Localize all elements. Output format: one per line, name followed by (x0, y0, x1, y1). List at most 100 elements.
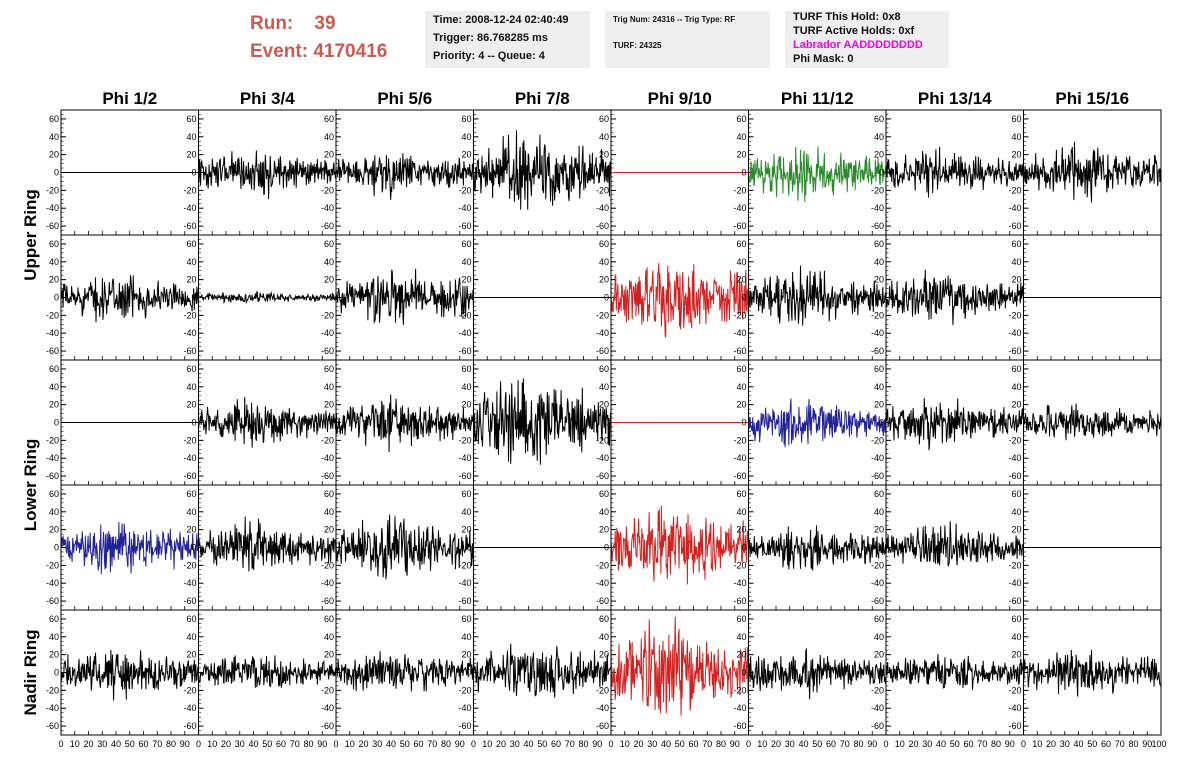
y-tick-label: -40 (458, 453, 471, 463)
y-tick-label: -40 (871, 578, 884, 588)
y-tick-label: -40 (183, 328, 196, 338)
y-tick-label: -20 (871, 310, 884, 320)
y-tick-label: 20 (461, 400, 471, 410)
y-tick-label: 0 (604, 668, 609, 678)
x-tick-label: 80 (716, 739, 726, 749)
y-tick-label: -40 (46, 703, 59, 713)
waveform-trace (748, 265, 887, 326)
y-tick-label: 60 (736, 489, 746, 499)
y-tick-label: 40 (461, 257, 471, 267)
x-tick-label: 0 (746, 739, 751, 749)
y-tick-label: -60 (733, 596, 746, 606)
trigger-text: Trigger: 86.768285 ms (433, 32, 548, 44)
x-tick-label: 0 (196, 739, 201, 749)
y-tick-label: 60 (324, 614, 334, 624)
x-tick-label: 20 (496, 739, 506, 749)
y-tick-label: -20 (458, 310, 471, 320)
y-tick-label: 20 (324, 275, 334, 285)
y-tick-label: 20 (49, 275, 59, 285)
y-tick-label: 20 (736, 650, 746, 660)
y-tick-label: -60 (1008, 721, 1021, 731)
y-tick-label: 0 (1016, 418, 1021, 428)
x-tick-label: 90 (730, 739, 740, 749)
y-tick-label: 0 (604, 418, 609, 428)
y-tick-label: 60 (186, 364, 196, 374)
column-header-8: Phi 15/16 (1055, 89, 1129, 108)
y-tick-label: -60 (733, 346, 746, 356)
y-tick-label: -60 (733, 721, 746, 731)
y-tick-label: 60 (599, 489, 609, 499)
y-tick-label: -20 (321, 310, 334, 320)
y-tick-label: -20 (596, 185, 609, 195)
y-tick-label: 60 (461, 364, 471, 374)
y-tick-label: -40 (596, 203, 609, 213)
x-tick-label: 10 (482, 739, 492, 749)
y-tick-label: -20 (321, 685, 334, 695)
y-tick-label: 40 (461, 132, 471, 142)
y-tick-label: 20 (186, 400, 196, 410)
y-tick-label: 20 (49, 650, 59, 660)
y-tick-label: -20 (458, 560, 471, 570)
y-tick-label: -40 (596, 578, 609, 588)
y-tick-label: -20 (596, 435, 609, 445)
y-tick-label: 60 (736, 114, 746, 124)
y-tick-label: 20 (186, 150, 196, 160)
y-tick-label: -60 (183, 721, 196, 731)
x-tick-label: 70 (702, 739, 712, 749)
y-tick-label: -20 (458, 185, 471, 195)
y-tick-label: 40 (599, 382, 609, 392)
y-tick-label: 0 (54, 418, 59, 428)
waveform-trace (335, 268, 474, 325)
y-tick-label: -60 (1008, 221, 1021, 231)
x-tick-label: 80 (1128, 739, 1138, 749)
y-tick-label: 0 (191, 418, 196, 428)
x-tick-label: 90 (455, 739, 465, 749)
y-tick-label: 0 (466, 543, 471, 553)
waveform-trace (748, 525, 887, 571)
y-tick-label: 0 (329, 543, 334, 553)
x-tick-label: 30 (97, 739, 107, 749)
x-tick-label: 10 (757, 739, 767, 749)
y-tick-label: -20 (733, 185, 746, 195)
y-tick-label: 60 (874, 114, 884, 124)
x-tick-label: 40 (523, 739, 533, 749)
y-tick-label: 40 (599, 257, 609, 267)
y-tick-label: -40 (46, 453, 59, 463)
waveform-trace (198, 396, 337, 448)
y-tick-label: 40 (461, 507, 471, 517)
ring-label-2: Lower Ring (21, 439, 40, 532)
y-tick-label: 20 (186, 275, 196, 285)
x-tick-label: 60 (688, 739, 698, 749)
y-tick-label: 20 (324, 525, 334, 535)
y-tick-label: 60 (1011, 489, 1021, 499)
y-tick-label: -40 (46, 578, 59, 588)
y-tick-label: 0 (466, 168, 471, 178)
y-tick-label: -20 (596, 685, 609, 695)
y-tick-label: 0 (329, 668, 334, 678)
y-tick-label: 20 (1011, 650, 1021, 660)
y-tick-label: -20 (733, 310, 746, 320)
y-tick-label: -20 (1008, 185, 1021, 195)
y-tick-label: 20 (461, 525, 471, 535)
y-tick-label: -40 (596, 328, 609, 338)
ring-label-1: Upper Ring (21, 189, 40, 281)
y-tick-label: -60 (596, 596, 609, 606)
y-tick-label: 40 (49, 507, 59, 517)
y-tick-label: -40 (871, 203, 884, 213)
y-tick-label: -20 (871, 435, 884, 445)
y-tick-label: 60 (49, 364, 59, 374)
y-tick-label: -60 (46, 221, 59, 231)
column-header-1: Phi 1/2 (102, 89, 157, 108)
event-label: Event: (250, 41, 309, 62)
y-tick-label: 60 (324, 239, 334, 249)
y-tick-label: 0 (879, 293, 884, 303)
run-row: Run: 39 (250, 10, 387, 38)
column-header-2: Phi 3/4 (240, 89, 295, 108)
y-tick-label: -20 (46, 310, 59, 320)
y-tick-label: -20 (46, 685, 59, 695)
y-tick-label: 60 (1011, 364, 1021, 374)
waveform-trace (748, 146, 887, 203)
trig-num-text: Trig Num: 24316 -- Trig Type: RF (613, 15, 736, 24)
x-tick-label: 70 (427, 739, 437, 749)
y-tick-label: 0 (879, 543, 884, 553)
